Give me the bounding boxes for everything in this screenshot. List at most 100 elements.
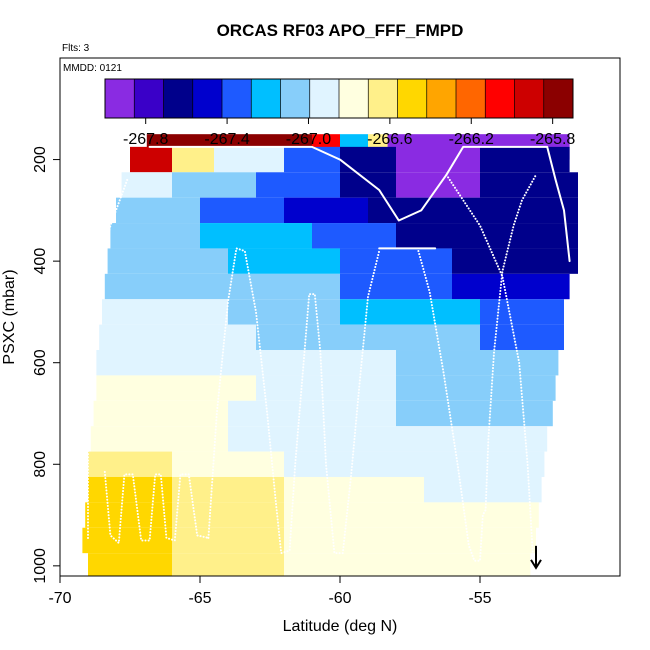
heatmap-cell xyxy=(82,527,172,554)
colorbar-tick-label: -266.6 xyxy=(367,131,412,148)
heatmap-cell xyxy=(424,502,539,528)
colorbar-swatch xyxy=(456,79,486,118)
marker-layer xyxy=(530,545,542,570)
heatmap-cell xyxy=(340,299,480,325)
heatmap-cell xyxy=(228,426,396,452)
flight-tracks xyxy=(87,145,571,562)
heatmap-cell xyxy=(284,197,368,224)
colorbar-tick-label: -267.8 xyxy=(123,131,168,148)
heatmap-cell xyxy=(99,324,256,351)
x-tick-label: -70 xyxy=(48,590,71,607)
heatmap-cell xyxy=(121,172,172,198)
flights-note: Flts: 3 xyxy=(62,43,90,54)
heatmap-layer xyxy=(82,134,578,576)
colorbar-frame xyxy=(104,78,574,119)
heatmap-cell xyxy=(480,324,564,351)
colorbar-swatch xyxy=(251,79,281,118)
heatmap-cell xyxy=(116,197,200,224)
heatmap-cell xyxy=(396,324,480,351)
heatmap-cell xyxy=(340,146,396,173)
heatmap-cell xyxy=(284,553,424,576)
colorbar-swatch xyxy=(397,79,428,118)
colorbar-tick-label: -266.2 xyxy=(449,131,494,148)
heatmap-cell xyxy=(96,375,257,401)
y-tick-label: 600 xyxy=(32,349,49,376)
colorbar-swatch xyxy=(309,79,340,118)
heatmap-cell xyxy=(452,197,578,224)
heatmap-cell xyxy=(200,223,312,249)
flight-track xyxy=(207,247,381,555)
heatmap-cell xyxy=(396,223,480,249)
colorbar-swatch xyxy=(222,79,252,118)
x-tick-label: -60 xyxy=(328,590,351,607)
colorbar-swatch xyxy=(339,79,369,118)
heatmap-cell xyxy=(200,197,284,224)
colorbar-swatch xyxy=(368,79,398,118)
date-note: MMDD: 0121 xyxy=(63,63,122,74)
colorbar-swatch xyxy=(485,79,515,118)
heatmap-cell xyxy=(172,527,284,554)
colorbar-swatch xyxy=(134,79,164,118)
colorbar-swatch xyxy=(105,79,135,118)
x-axis-label: Latitude (deg N) xyxy=(283,618,398,635)
heatmap-cell xyxy=(107,248,228,274)
heatmap-cell xyxy=(284,451,396,477)
heatmap-cell xyxy=(340,248,452,274)
heatmap-cell xyxy=(102,299,228,325)
y-tick-label: 1000 xyxy=(32,548,49,584)
heatmap-cell xyxy=(172,172,256,198)
colorbar-swatch xyxy=(514,79,545,118)
heatmap-cell xyxy=(340,172,396,198)
heatmap-cell xyxy=(172,451,284,477)
heatmap-cell xyxy=(284,527,424,554)
heatmap-cell xyxy=(85,502,172,528)
heatmap-cell xyxy=(88,476,172,503)
heatmap-cell xyxy=(172,553,284,576)
heatmap-cell xyxy=(228,299,340,325)
colorbar-swatch xyxy=(543,79,574,118)
x-axis: -70 -65 -60 -55 xyxy=(48,576,492,607)
heatmap-cell xyxy=(104,273,228,300)
heatmap-cell xyxy=(396,146,480,173)
flight-track xyxy=(148,145,571,263)
heatmap-cell xyxy=(424,553,531,576)
heatmap-cell xyxy=(480,146,570,173)
heatmap-cell xyxy=(396,400,553,427)
heatmap-cell xyxy=(96,350,257,376)
heatmap-cell xyxy=(284,476,424,503)
heatmap-cell xyxy=(480,299,564,325)
flight-track xyxy=(417,173,537,562)
heatmap-cell xyxy=(256,324,396,351)
heatmap-cell xyxy=(284,146,340,173)
heatmap-cell xyxy=(214,146,284,173)
colorbar-swatch xyxy=(426,79,457,118)
colorbar-tick-label: -267.4 xyxy=(204,131,249,148)
heatmap-cell xyxy=(396,350,559,376)
heatmap-cell xyxy=(480,172,578,198)
heatmap-cell xyxy=(110,223,200,249)
heatmap-cell xyxy=(480,223,578,249)
y-axis: 200 400 600 800 1000 xyxy=(32,146,60,584)
heatmap-cell xyxy=(452,248,578,274)
heatmap-cell xyxy=(172,146,214,173)
heatmap-cell xyxy=(396,375,556,401)
colorbar-swatch xyxy=(280,79,311,118)
y-axis-label: PSXC (mbar) xyxy=(1,269,18,364)
x-tick-label: -65 xyxy=(188,590,211,607)
heatmap-cell xyxy=(396,426,548,452)
colorbar: -267.8 -267.4 -267.0 -266.6 -266.2 -265.8 xyxy=(104,78,575,148)
colorbar-swatch xyxy=(163,79,194,118)
heatmap-cell xyxy=(424,527,536,554)
marker-arrow-head xyxy=(530,559,542,570)
colorbar-swatch xyxy=(192,79,223,118)
y-tick-label: 800 xyxy=(32,451,49,478)
y-tick-label: 200 xyxy=(32,146,49,173)
heatmap-cell xyxy=(93,400,228,427)
heatmap-cell xyxy=(88,451,172,477)
heatmap-cell xyxy=(312,223,396,249)
heatmap-cell xyxy=(88,553,172,576)
heatmap-cell xyxy=(256,172,340,198)
heatmap-cell xyxy=(424,476,542,503)
flight-track xyxy=(445,173,535,562)
